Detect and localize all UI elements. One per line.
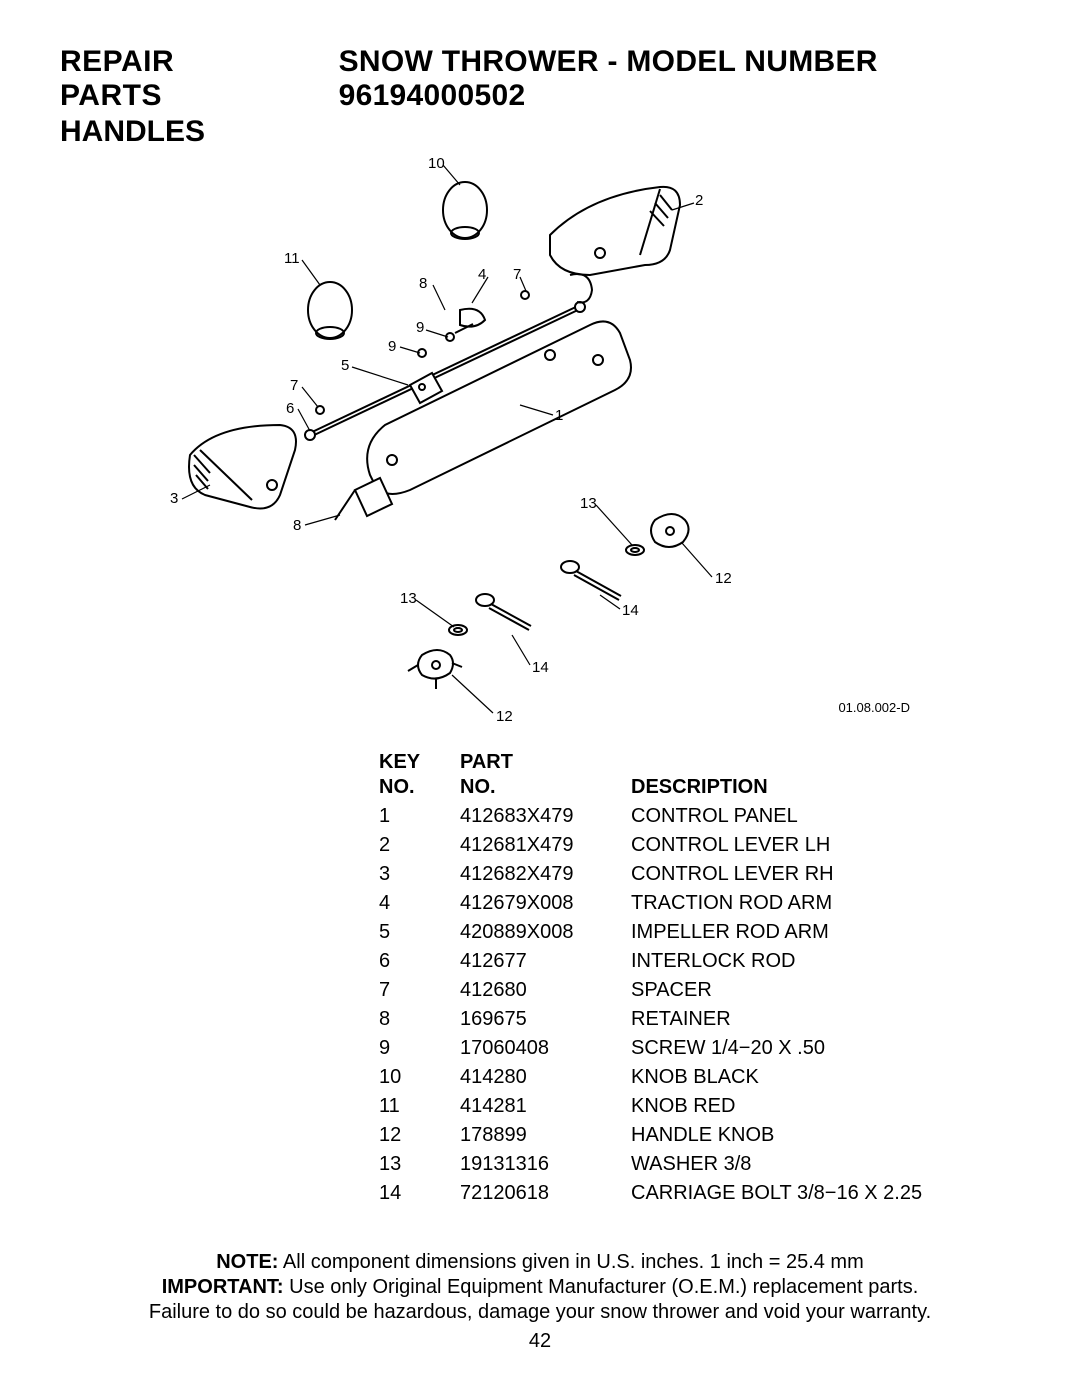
table-row: 6412677INTERLOCK ROD: [378, 948, 940, 975]
cell-desc: KNOB RED: [630, 1093, 940, 1120]
table-row: 3412682X479CONTROL LEVER RH: [378, 861, 940, 888]
callout-14: 14: [622, 602, 639, 619]
callout-7: 7: [513, 266, 521, 283]
table-row: 11414281KNOB RED: [378, 1093, 940, 1120]
cell-part: 414281: [459, 1093, 628, 1120]
table-row: 4412679X008TRACTION ROD ARM: [378, 890, 940, 917]
diagram-svg: [160, 155, 920, 735]
model-number: 96194000502: [339, 79, 526, 112]
cell-part: 412683X479: [459, 803, 628, 830]
note-text-3: Failure to do so could be hazardous, dam…: [0, 1300, 1080, 1325]
table-row: 1472120618CARRIAGE BOLT 3/8−16 X 2.25: [378, 1180, 940, 1207]
note-label: NOTE:: [216, 1251, 278, 1273]
cell-part: 178899: [459, 1122, 628, 1149]
cell-key: 3: [378, 861, 457, 888]
cell-part: 414280: [459, 1064, 628, 1091]
table-row: 5420889X008IMPELLER ROD ARM: [378, 919, 940, 946]
cell-key: 10: [378, 1064, 457, 1091]
table-row: 8169675RETAINER: [378, 1006, 940, 1033]
table-row: 7412680SPACER: [378, 977, 940, 1004]
cell-desc: CONTROL LEVER LH: [630, 832, 940, 859]
note-text-2: Use only Original Equipment Manufacturer…: [284, 1276, 919, 1298]
cell-key: 9: [378, 1035, 457, 1062]
callout-13: 13: [400, 590, 417, 607]
callout-7: 7: [290, 377, 298, 394]
cell-key: 2: [378, 832, 457, 859]
cell-desc: IMPELLER ROD ARM: [630, 919, 940, 946]
callout-12: 12: [496, 708, 513, 725]
notes-block: NOTE: All component dimensions given in …: [0, 1250, 1080, 1325]
cell-desc: TRACTION ROD ARM: [630, 890, 940, 917]
cell-part: 19131316: [459, 1151, 628, 1178]
note-text-1: All component dimensions given in U.S. i…: [278, 1251, 863, 1273]
cell-part: 72120618: [459, 1180, 628, 1207]
cell-key: 5: [378, 919, 457, 946]
callout-8: 8: [293, 517, 301, 534]
th-part: PARTNO.: [459, 749, 628, 801]
th-desc: DESCRIPTION: [630, 749, 940, 801]
cell-desc: WASHER 3/8: [630, 1151, 940, 1178]
drawing-id: 01.08.002-D: [838, 700, 910, 715]
th-key: KEYNO.: [378, 749, 457, 801]
table-row: 2412681X479CONTROL LEVER LH: [378, 832, 940, 859]
cell-desc: CONTROL LEVER RH: [630, 861, 940, 888]
cell-desc: INTERLOCK ROD: [630, 948, 940, 975]
table-row: 10414280KNOB BLACK: [378, 1064, 940, 1091]
table-row: 12178899HANDLE KNOB: [378, 1122, 940, 1149]
exploded-diagram: 1021184799576138131213141412 01.08.002-D: [160, 155, 920, 735]
callout-13: 13: [580, 495, 597, 512]
callout-11: 11: [284, 250, 300, 267]
parts-table: KEYNO. PARTNO. DESCRIPTION 1412683X479CO…: [376, 747, 942, 1209]
cell-desc: KNOB BLACK: [630, 1064, 940, 1091]
callout-9: 9: [416, 319, 424, 336]
cell-key: 13: [378, 1151, 457, 1178]
cell-desc: SCREW 1/4−20 X .50: [630, 1035, 940, 1062]
cell-part: 420889X008: [459, 919, 628, 946]
callout-3: 3: [170, 490, 178, 507]
callout-1: 1: [555, 407, 563, 424]
cell-desc: CARRIAGE BOLT 3/8−16 X 2.25: [630, 1180, 940, 1207]
page-number: 42: [0, 1330, 1080, 1353]
cell-part: 412680: [459, 977, 628, 1004]
cell-key: 4: [378, 890, 457, 917]
cell-desc: HANDLE KNOB: [630, 1122, 940, 1149]
table-row: 1319131316WASHER 3/8: [378, 1151, 940, 1178]
callout-5: 5: [341, 357, 349, 374]
callout-6: 6: [286, 400, 294, 417]
callout-14: 14: [532, 659, 549, 676]
cell-key: 8: [378, 1006, 457, 1033]
cell-part: 17060408: [459, 1035, 628, 1062]
table-row: 1412683X479CONTROL PANEL: [378, 803, 940, 830]
callout-10: 10: [428, 155, 445, 172]
callout-4: 4: [478, 266, 486, 283]
cell-key: 11: [378, 1093, 457, 1120]
cell-part: 412681X479: [459, 832, 628, 859]
cell-key: 12: [378, 1122, 457, 1149]
cell-desc: SPACER: [630, 977, 940, 1004]
important-label: IMPORTANT:: [162, 1276, 284, 1298]
callout-8: 8: [419, 275, 427, 292]
section-handles: HANDLES: [60, 115, 1020, 149]
model-line: SNOW THROWER - MODEL NUMBER 96194000502: [339, 45, 1020, 113]
cell-part: 412682X479: [459, 861, 628, 888]
callout-9: 9: [388, 338, 396, 355]
cell-key: 6: [378, 948, 457, 975]
repair-parts-heading: REPAIR PARTS: [60, 45, 269, 113]
cell-desc: RETAINER: [630, 1006, 940, 1033]
cell-key: 7: [378, 977, 457, 1004]
model-prefix: SNOW THROWER - MODEL NUMBER: [339, 45, 878, 78]
callout-12: 12: [715, 570, 732, 587]
table-row: 917060408SCREW 1/4−20 X .50: [378, 1035, 940, 1062]
cell-part: 169675: [459, 1006, 628, 1033]
cell-key: 14: [378, 1180, 457, 1207]
cell-part: 412677: [459, 948, 628, 975]
cell-part: 412679X008: [459, 890, 628, 917]
cell-key: 1: [378, 803, 457, 830]
cell-desc: CONTROL PANEL: [630, 803, 940, 830]
callout-2: 2: [695, 192, 703, 209]
